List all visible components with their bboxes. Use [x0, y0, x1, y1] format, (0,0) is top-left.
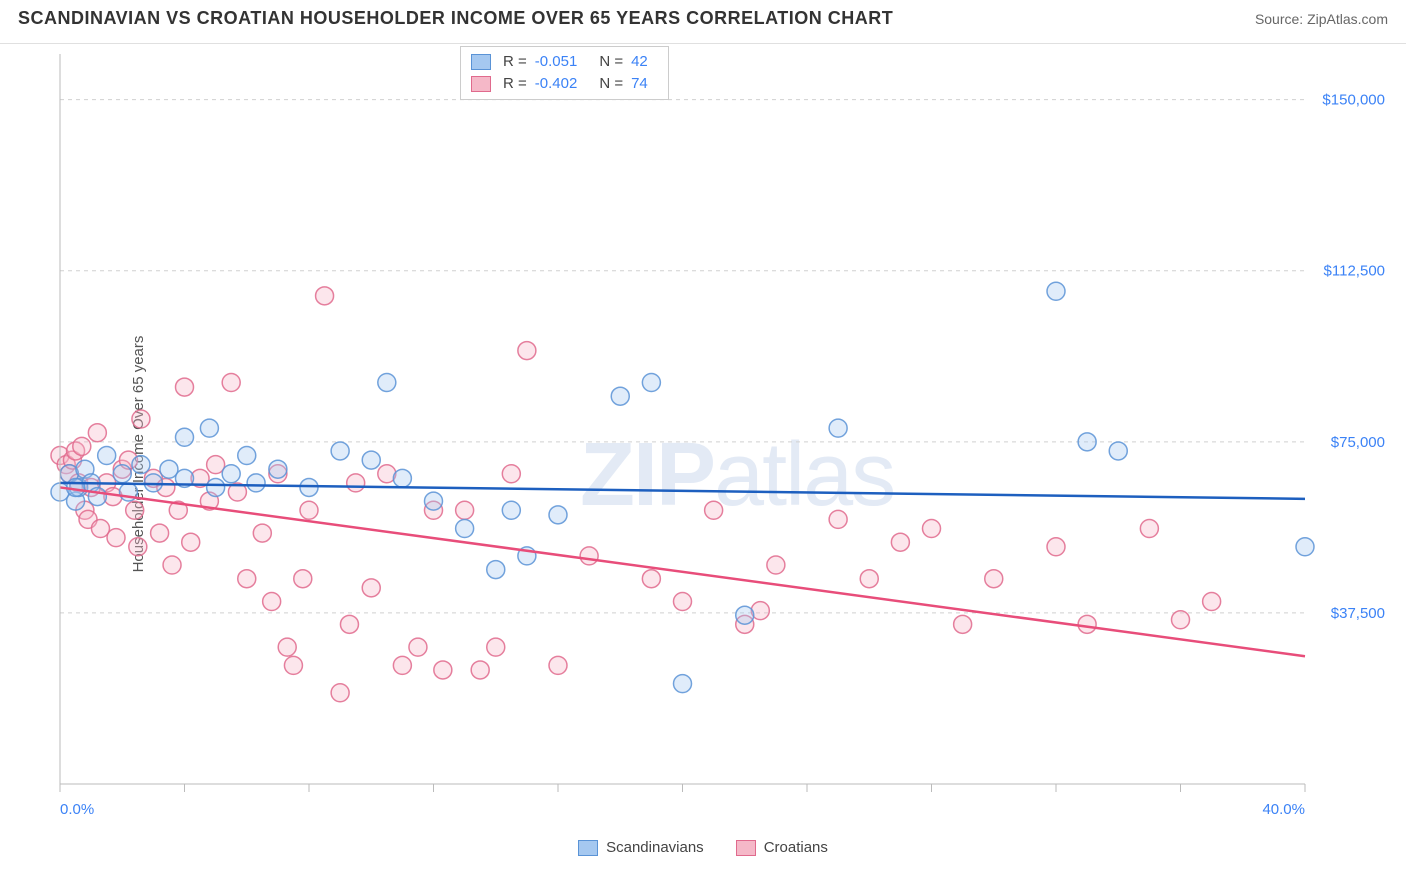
swatch-scandinavians [471, 54, 491, 70]
n-value-croatians: 74 [631, 73, 648, 95]
title-bar: SCANDINAVIAN VS CROATIAN HOUSEHOLDER INC… [0, 0, 1406, 44]
svg-text:40.0%: 40.0% [1262, 801, 1305, 818]
r-label: R = [503, 73, 527, 95]
svg-text:0.0%: 0.0% [60, 801, 94, 818]
legend-item-scandinavians: Scandinavians [578, 839, 704, 856]
n-label: N = [599, 51, 623, 73]
scatter-plot: $37,500 $75,000 $112,500 $150,000 0.0% 40.0% [50, 44, 1390, 824]
source-label: Source: ZipAtlas.com [1255, 11, 1388, 27]
legend-label-scandinavians: Scandinavians [606, 839, 704, 856]
swatch-scandinavians [578, 840, 598, 856]
r-value-scandinavians: -0.051 [535, 51, 578, 73]
swatch-croatians [736, 840, 756, 856]
svg-text:$75,000: $75,000 [1331, 434, 1385, 451]
n-label: N = [599, 73, 623, 95]
stats-row-scandinavians: R = -0.051 N = 42 [471, 51, 658, 73]
chart-area: Householder Income Over 65 years ZIPatla… [0, 44, 1406, 864]
stats-row-croatians: R = -0.402 N = 74 [471, 73, 658, 95]
chart-title: SCANDINAVIAN VS CROATIAN HOUSEHOLDER INC… [18, 8, 893, 29]
legend-label-croatians: Croatians [764, 839, 828, 856]
n-value-scandinavians: 42 [631, 51, 648, 73]
stats-legend: R = -0.051 N = 42 R = -0.402 N = 74 [460, 46, 669, 100]
r-label: R = [503, 51, 527, 73]
bottom-legend: Scandinavians Croatians [0, 839, 1406, 856]
svg-text:$150,000: $150,000 [1322, 92, 1385, 109]
swatch-croatians [471, 76, 491, 92]
legend-item-croatians: Croatians [736, 839, 828, 856]
svg-text:$37,500: $37,500 [1331, 605, 1385, 622]
r-value-croatians: -0.402 [535, 73, 578, 95]
svg-text:$112,500: $112,500 [1324, 263, 1385, 280]
